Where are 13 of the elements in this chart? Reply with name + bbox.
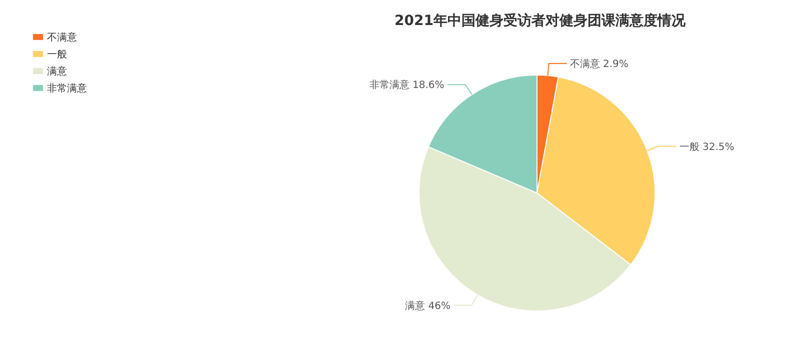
chart-title: 2021年中国健身受访者对健身团课满意度情况 — [394, 12, 686, 29]
legend-label: 非常满意 — [47, 82, 87, 94]
slice-label: 不满意 — [570, 58, 604, 70]
legend-label: 不满意 — [47, 32, 77, 44]
legend-label: 一般 — [47, 50, 67, 60]
data-label: 32.5% — [702, 142, 734, 153]
data-label: 2.9% — [603, 59, 628, 70]
slice-label: 一般 — [679, 142, 703, 153]
slice-label: 非常满意 — [369, 79, 413, 92]
data-label: 46% — [428, 300, 451, 312]
legend-label: 满意 — [47, 66, 67, 78]
slice-label: 满意 — [405, 300, 428, 312]
data-label: 18.6% — [412, 80, 444, 92]
